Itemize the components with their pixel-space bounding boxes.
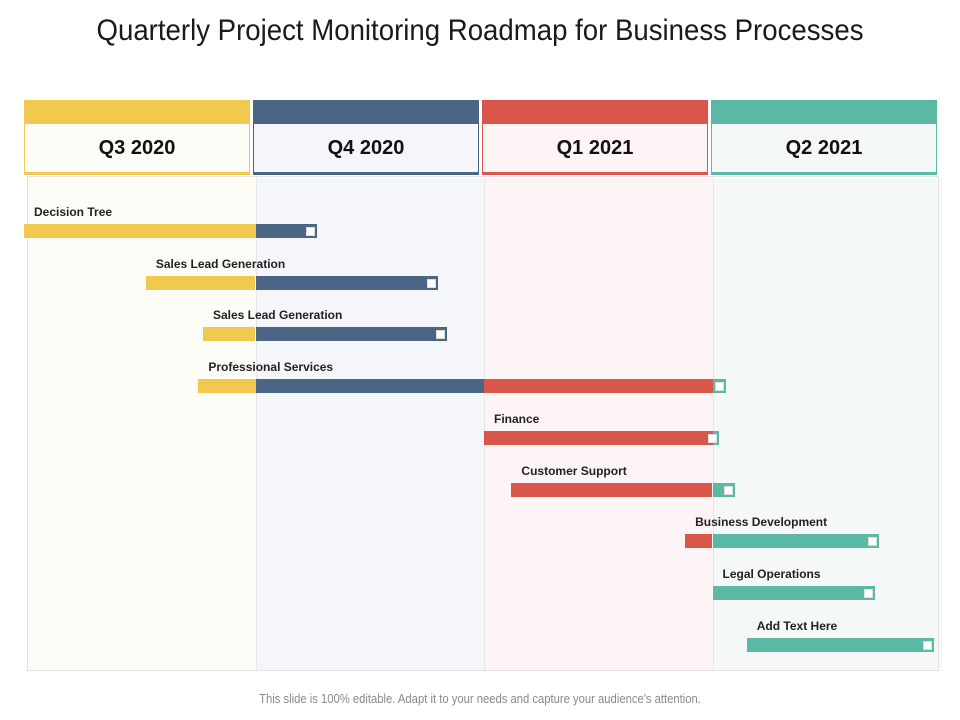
task-bar-segment — [255, 379, 484, 394]
quarter-color-strip — [24, 100, 250, 124]
task-end-marker — [306, 227, 316, 236]
task-label: Legal Operations — [722, 566, 821, 581]
task-bar-segment — [255, 275, 439, 290]
task-end-marker — [868, 537, 878, 547]
task-label: Finance — [494, 411, 540, 426]
task-label: Business Development — [695, 515, 828, 530]
quarter-color-strip — [253, 100, 479, 124]
task-bar-segment — [484, 430, 713, 445]
quarter-column-bg — [255, 178, 485, 671]
task-label: Sales Lead Generation — [155, 256, 286, 271]
quarter-label: Q3 2020 — [98, 136, 176, 159]
quarter-color-strip — [711, 100, 937, 124]
task-bar-segment — [255, 327, 448, 342]
task-bar-segment — [484, 379, 713, 394]
quarter-header: Q3 2020 — [24, 100, 250, 175]
quarter-header: Q4 2020 — [253, 100, 479, 175]
quarter-column-bg — [27, 178, 256, 671]
quarter-column-bg — [484, 178, 714, 671]
quarter-label-box: Q1 2021 — [482, 124, 708, 175]
quarter-label: Q2 2021 — [785, 136, 863, 159]
task-bar-segment — [712, 534, 880, 549]
quarter-label: Q4 2020 — [327, 136, 405, 159]
page-title: Quarterly Project Monitoring Roadmap for… — [96, 14, 864, 47]
task-bar-segment — [145, 275, 256, 290]
task-label: Customer Support — [521, 463, 627, 478]
task-bar-segment — [255, 224, 318, 238]
task-end-marker — [923, 640, 933, 650]
task-label: Add Text Here — [756, 618, 838, 633]
task-end-marker — [427, 278, 437, 288]
quarter-color-strip — [482, 100, 708, 124]
quarter-label: Q1 2021 — [556, 136, 634, 159]
task-bar-segment — [511, 482, 713, 497]
footer-note: This slide is 100% editable. Adapt it to… — [259, 692, 701, 706]
quarter-label-box: Q3 2020 — [24, 124, 250, 175]
task-label: Sales Lead Generation — [212, 308, 343, 323]
task-bar-segment — [712, 585, 875, 600]
task-label: Decision Tree — [34, 205, 113, 219]
task-bar-segment — [685, 534, 713, 549]
quarter-label-box: Q4 2020 — [253, 124, 479, 175]
task-bar-segment — [202, 327, 256, 342]
task-end-marker — [863, 588, 873, 598]
task-bar-segment — [198, 379, 256, 394]
task-bar-segment — [24, 224, 256, 238]
task-bar-segment — [746, 637, 935, 652]
quarter-label-box: Q2 2021 — [711, 124, 937, 175]
task-end-marker — [724, 485, 734, 495]
quarter-header: Q2 2021 — [711, 100, 937, 175]
task-end-marker — [708, 433, 718, 443]
timeline-frame — [27, 176, 939, 671]
quarter-header: Q1 2021 — [482, 100, 708, 175]
task-end-marker — [715, 382, 725, 392]
task-end-marker — [436, 330, 446, 340]
task-label: Professional Services — [208, 360, 334, 375]
